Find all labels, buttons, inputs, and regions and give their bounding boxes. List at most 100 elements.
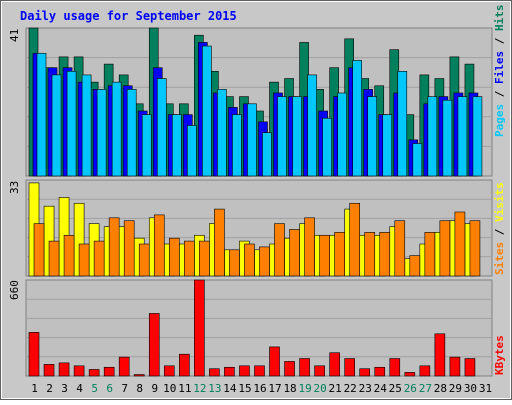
bar-pages-day-19 <box>307 74 317 177</box>
bar-pages-day-3 <box>66 71 77 177</box>
bar-pages-day-21 <box>337 92 347 177</box>
bar-pages-day-15 <box>247 103 257 177</box>
day-label-16: 16 <box>253 382 266 395</box>
bar-pages-day-18 <box>292 96 302 177</box>
bar-pages-day-13 <box>217 89 227 177</box>
bar-pages-day-29 <box>457 96 468 177</box>
bar-sites-day-13 <box>214 208 225 277</box>
bar-kbytes-day-30 <box>464 358 476 377</box>
bar-kbytes-day-6 <box>103 366 115 377</box>
legend-files: Files <box>493 51 506 84</box>
bar-kbytes-day-27 <box>419 365 431 377</box>
day-label-25: 25 <box>389 382 402 395</box>
bar-kbytes-day-28 <box>434 333 446 377</box>
day-label-8: 8 <box>136 382 143 395</box>
day-label-22: 22 <box>344 382 357 395</box>
day-label-5: 5 <box>91 382 98 395</box>
day-label-30: 30 <box>464 382 477 395</box>
bar-kbytes-day-1 <box>28 332 40 377</box>
bar-kbytes-day-23 <box>359 368 371 377</box>
day-label-29: 29 <box>449 382 462 395</box>
day-label-26: 26 <box>404 382 417 395</box>
bar-kbytes-day-18 <box>284 361 295 377</box>
bar-sites-day-23 <box>364 232 376 277</box>
bar-sites-day-24 <box>379 232 391 277</box>
legend-pages: Pages <box>493 104 506 137</box>
bar-kbytes-day-2 <box>43 364 55 377</box>
kbytes-panel-max-label: 660 <box>8 280 21 300</box>
bar-sites-day-30 <box>469 220 481 277</box>
bar-sites-day-22 <box>349 202 360 277</box>
bar-sites-day-25 <box>394 220 406 277</box>
bar-sites-day-3 <box>63 234 75 277</box>
day-label-11: 11 <box>178 382 191 395</box>
day-label-24: 24 <box>374 382 388 395</box>
bar-sites-day-17 <box>274 223 285 277</box>
bar-sites-day-5 <box>93 240 105 277</box>
legend-sites: Sites <box>493 242 506 275</box>
bar-kbytes-day-10 <box>163 365 175 377</box>
bar-pages-day-2 <box>51 74 62 177</box>
day-label-18: 18 <box>283 382 296 395</box>
legend-visits-sites: Sites / Visits <box>493 182 506 275</box>
bar-pages-day-26 <box>412 143 423 177</box>
bar-pages-day-17 <box>277 96 287 177</box>
bar-pages-day-4 <box>81 74 92 177</box>
day-label-13: 13 <box>208 382 221 395</box>
bar-pages-day-5 <box>96 89 107 177</box>
day-label-10: 10 <box>163 382 176 395</box>
bar-kbytes-day-14 <box>224 366 235 377</box>
bar-pages-day-16 <box>262 132 272 177</box>
bar-kbytes-day-11 <box>179 353 190 377</box>
bar-pages-day-7 <box>126 89 137 177</box>
bar-sites-day-6 <box>108 217 120 277</box>
bar-sites-day-16 <box>259 246 270 277</box>
bar-sites-day-14 <box>229 249 240 277</box>
day-label-12: 12 <box>193 382 206 395</box>
day-label-3: 3 <box>61 382 68 395</box>
bar-kbytes-day-7 <box>118 356 130 377</box>
day-label-27: 27 <box>419 382 432 395</box>
bar-pages-day-20 <box>322 117 332 177</box>
bar-kbytes-day-12 <box>194 279 205 377</box>
bar-kbytes-day-13 <box>209 368 220 377</box>
inner-frame-highlight <box>1 1 511 399</box>
legend-sep-2: / <box>493 31 506 51</box>
bar-kbytes-day-24 <box>374 366 386 377</box>
legend-hits-files-pages: Pages / Files / Hits <box>493 5 506 138</box>
chart-title: Daily usage for September 2015 <box>20 9 237 23</box>
hits-files-pages-panel <box>25 27 493 177</box>
bar-pages-day-10 <box>171 114 182 177</box>
bar-kbytes-day-20 <box>314 365 325 377</box>
legend-hits: Hits <box>493 5 506 32</box>
day-label-9: 9 <box>151 382 158 395</box>
bar-kbytes-day-19 <box>299 358 310 377</box>
bar-kbytes-day-21 <box>329 352 340 377</box>
bar-sites-day-27 <box>424 232 436 277</box>
bar-kbytes-day-29 <box>449 356 461 377</box>
bar-sites-day-4 <box>78 243 90 277</box>
bar-sites-day-18 <box>289 229 300 277</box>
bar-pages-day-12 <box>202 45 212 177</box>
day-label-4: 4 <box>76 382 83 395</box>
bar-pages-day-22 <box>352 60 362 177</box>
legend-visits: Visits <box>493 182 506 222</box>
day-label-6: 6 <box>106 382 113 395</box>
bar-sites-day-29 <box>454 211 466 277</box>
bar-pages-day-6 <box>111 81 122 177</box>
bar-kbytes-day-16 <box>254 365 265 377</box>
day-label-21: 21 <box>329 382 342 395</box>
bar-sites-day-9 <box>153 214 165 277</box>
bar-kbytes-day-22 <box>344 358 355 377</box>
bar-sites-day-10 <box>168 237 180 277</box>
day-label-15: 15 <box>238 382 251 395</box>
bar-sites-day-19 <box>304 217 315 277</box>
bar-pages-day-8 <box>141 114 152 177</box>
bar-sites-day-8 <box>138 243 150 277</box>
bar-kbytes-day-26 <box>404 372 416 377</box>
bar-pages-day-28 <box>442 99 453 177</box>
day-label-19: 19 <box>298 382 311 395</box>
bar-pages-day-11 <box>187 125 197 177</box>
